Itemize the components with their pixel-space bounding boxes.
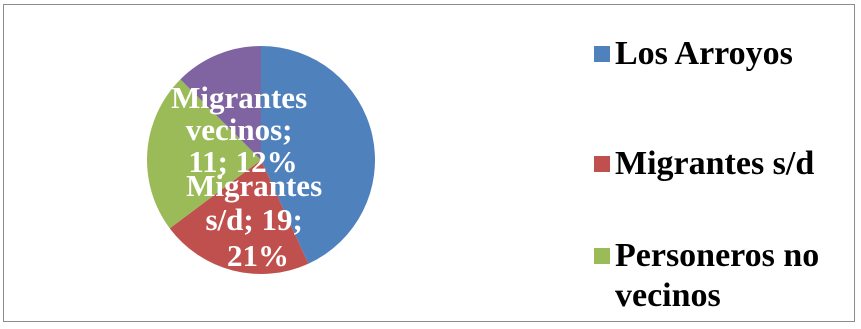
legend-label: Migrantes s/d bbox=[615, 145, 815, 182]
legend-item-migrantes-sd: Migrantes s/d bbox=[594, 144, 850, 184]
data-label-line: vecinos; bbox=[186, 112, 293, 147]
pie-slices bbox=[147, 46, 375, 274]
legend-label: Personeros no vecinos bbox=[615, 237, 820, 314]
pie-slice-los-arroyos bbox=[261, 46, 375, 264]
chart-area bbox=[3, 4, 855, 322]
legend-item-personeros-no-vecinos: Personeros no vecinos bbox=[594, 236, 850, 316]
data-label-line: Migrantes bbox=[186, 168, 322, 203]
legend-label: Los Arroyos bbox=[615, 35, 793, 72]
data-label-migrantes-sd: Migrantes s/d; 19; 21% bbox=[186, 168, 330, 273]
data-label-migrantes-vecinos: Migrantes vecinos; 11; 12% bbox=[171, 80, 315, 179]
legend-swatch bbox=[594, 156, 610, 172]
pie-slice-migrantes-vecinos bbox=[180, 46, 261, 160]
pie-data-labels: Migrantes vecinos; 11; 12% Migrantes s/d… bbox=[171, 80, 330, 273]
data-label-line: s/d; 19; bbox=[205, 202, 302, 237]
legend-swatch bbox=[594, 46, 610, 62]
data-label-line: 11; 12% bbox=[188, 144, 297, 179]
data-label-line: Migrantes bbox=[171, 80, 307, 115]
pie-slice-migrantes-s-d bbox=[169, 160, 309, 274]
legend-swatch bbox=[594, 248, 610, 264]
pie-slice-personeros-no-vecinos bbox=[147, 79, 261, 229]
legend-item-los-arroyos: Los Arroyos bbox=[594, 34, 850, 74]
data-label-line: 21% bbox=[227, 238, 289, 273]
